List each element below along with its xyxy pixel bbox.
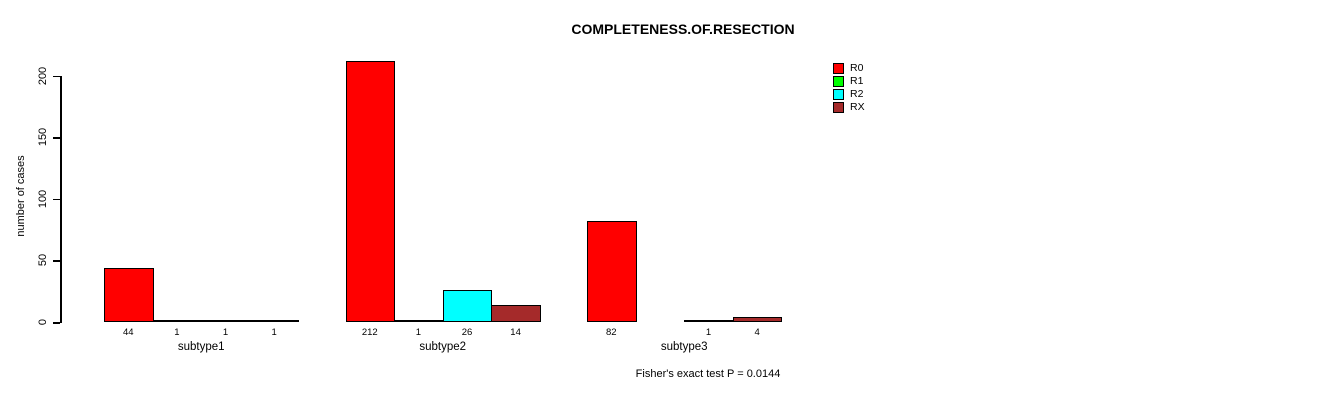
y-axis-tick-label: 50 [37,254,49,267]
x-axis-group-label-subtype3: subtype3 [660,341,708,353]
bar-value-label: 1 [705,327,712,338]
y-axis-tick-label: 150 [37,127,49,147]
bar-value-label: 26 [461,327,473,338]
bar-value-label: 1 [415,327,422,338]
bar-r2-subtype3 [684,320,734,322]
y-axis-tick-label: 200 [37,66,49,85]
legend-item-rx: RX [833,101,865,114]
y-axis-tick [53,75,60,77]
legend-item-r2: R2 [833,88,865,101]
bar-value-label: 44 [123,327,134,338]
bar-r1-subtype2 [394,320,444,322]
bar-r2-subtype2 [442,290,493,322]
bar-value-label: 14 [510,327,521,338]
legend-swatch-r1 [833,76,844,87]
legend-label: RX [850,101,865,113]
x-axis-group-label-subtype2: subtype2 [419,341,467,353]
bar-value-label: 1 [271,327,277,338]
bar-rx-subtype1 [249,320,300,322]
legend-swatch-r0 [833,63,844,74]
bar-rx-subtype3 [732,317,783,322]
y-axis-tick [53,198,60,201]
bar-r1-subtype1 [152,320,203,322]
legend-label: R0 [850,62,864,74]
bar-r0-subtype1 [104,268,154,322]
legend-item-r0: R0 [833,62,865,75]
bar-value-label: 4 [754,327,760,338]
y-axis-tick [53,260,60,262]
bar-r2-subtype1 [201,320,251,322]
y-axis-tick-label: 100 [37,189,49,208]
bar-r0-subtype2 [345,61,396,322]
y-axis-tick [53,137,60,139]
x-axis-group-label-subtype1: subtype1 [177,341,225,353]
legend-item-r1: R1 [833,75,865,88]
legend: R0 R1 R2 RX [833,62,865,114]
bar-value-label: 212 [361,327,378,338]
legend-swatch-r2 [833,89,844,100]
y-axis-tick [53,322,60,324]
bar-value-label: 1 [174,327,180,338]
legend-label: R2 [850,88,864,100]
legend-swatch-rx [833,102,844,113]
bar-r0-subtype3 [587,221,637,322]
bar-rx-subtype2 [491,305,541,322]
bar-value-label: 82 [606,327,617,338]
bar-value-label: 1 [222,327,229,338]
y-axis-tick-label: 0 [37,318,49,326]
y-axis-line [60,75,62,323]
annotation-text: Fisher's exact test P = 0.0144 [635,368,781,380]
chart-title: COMPLETENESS.OF.RESECTION [571,21,795,37]
legend-label: R1 [850,75,864,87]
